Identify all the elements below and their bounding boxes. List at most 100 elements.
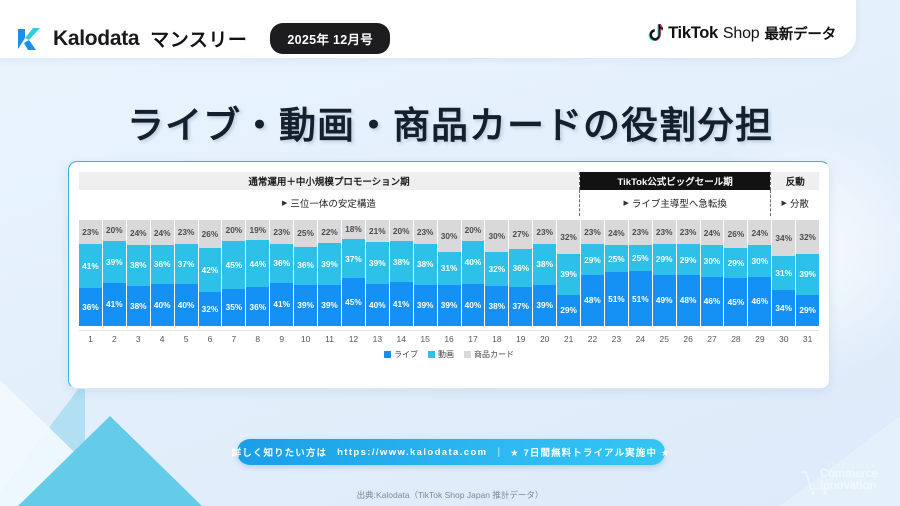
bar-column[interactable]: 25% 36% 39%	[294, 220, 318, 326]
bar-segment: 26%	[724, 220, 748, 248]
bar-column[interactable]: 20% 39% 41%	[102, 220, 126, 326]
bar-segment: 18%	[341, 220, 365, 240]
bar-column[interactable]: 30% 32% 38%	[485, 220, 509, 326]
bar-segment: 40%	[461, 241, 485, 284]
x-axis-tick-label: 4	[159, 334, 165, 344]
bar-segment: 39%	[796, 253, 820, 296]
watermark-line1: Commerce	[820, 468, 878, 480]
bar-segment: 20%	[102, 220, 126, 242]
legend-item[interactable]: ライブ	[384, 349, 418, 360]
bar-column[interactable]: 24% 38% 38%	[126, 220, 150, 326]
x-axis-tick-label: 6	[207, 334, 213, 344]
bar-segment: 38%	[389, 241, 413, 283]
bar-segment: 37%	[509, 286, 533, 326]
phase-band: 通常運用＋中小規模プロモーション期	[79, 172, 579, 190]
bar-column[interactable]: 24% 36% 40%	[150, 220, 174, 326]
bar-segment: 24%	[604, 220, 628, 246]
bar-column[interactable]: 20% 40% 40%	[461, 220, 485, 327]
tiktok-shop-label: Shop	[722, 24, 760, 42]
bar-segment: 30%	[700, 245, 724, 278]
bar-segment: 39%	[102, 241, 126, 283]
bar-column[interactable]: 21% 39% 40%	[365, 220, 389, 327]
bar-column[interactable]: 24% 30% 46%	[700, 220, 724, 326]
x-axis-tick-label: 31	[802, 334, 813, 344]
phase-subtitle-text: 三位一体の安定構造	[290, 199, 376, 210]
bar-segment: 41%	[102, 282, 126, 326]
bar-segment: 48%	[581, 275, 604, 326]
bar-segment: 48%	[676, 275, 700, 326]
caret-right-icon: ▶	[282, 200, 288, 207]
bar-column[interactable]: 32% 39% 29%	[557, 220, 581, 326]
x-axis-tick-label: 22	[587, 334, 598, 344]
bar-segment: 23%	[533, 220, 557, 245]
legend-label: 商品カード	[474, 350, 514, 359]
bar-column[interactable]: 34% 31% 34%	[772, 220, 796, 326]
bar-segment: 40%	[174, 283, 198, 326]
bar-column[interactable]: 23% 25% 51%	[628, 220, 652, 326]
phase-subtitle-row: ▶ 三位一体の安定構造 ▶ ライブ主導型へ急転換 ▶ 分散	[79, 190, 819, 216]
bar-segment: 44%	[246, 240, 270, 288]
bar-column[interactable]: 23% 38% 39%	[413, 220, 437, 326]
x-axis-tick-label: 23	[611, 334, 622, 344]
bar-column[interactable]: 23% 41% 36%	[79, 220, 102, 326]
stacked-bar-plot: 23% 41% 36% 20% 39% 41% 24% 38% 38% 24% 36% 40% 23% 3…	[79, 220, 820, 327]
bar-segment: 30%	[748, 245, 772, 278]
x-axis-tick-label: 5	[183, 334, 189, 344]
bar-column[interactable]: 23% 29% 49%	[652, 220, 676, 326]
bar-segment: 39%	[413, 284, 437, 326]
bar-segment: 42%	[198, 247, 222, 293]
watermark: コマースイノベーション Commerce Innovation	[800, 462, 896, 502]
bar-segment: 24%	[700, 220, 724, 246]
phase-subtitle: ▶ 三位一体の安定構造	[79, 196, 579, 210]
x-axis-tick-label: 19	[516, 334, 526, 344]
bar-column[interactable]: 22% 39% 39%	[318, 220, 341, 326]
bar-column[interactable]: 23% 37% 40%	[174, 220, 198, 326]
bar-column[interactable]: 26% 42% 32%	[198, 220, 222, 326]
bar-column[interactable]: 20% 38% 41%	[389, 220, 413, 327]
bar-segment: 25%	[628, 244, 652, 272]
cta-banner[interactable]: 詳しく知りたい方は https://www.kalodata.com | ★ 7…	[232, 439, 669, 465]
legend-swatch	[464, 351, 471, 358]
x-axis-tick-label: 3	[135, 334, 141, 344]
bar-segment: 40%	[365, 283, 389, 327]
bar-column[interactable]: 18% 37% 45%	[341, 220, 365, 326]
bar-segment: 23%	[174, 220, 198, 245]
page-title: ライブ・動画・商品カードの役割分担	[127, 105, 773, 146]
phase-band: 反動	[771, 172, 819, 190]
tiktok-lockup: TikTok Shop 最新データ	[646, 23, 836, 44]
cta-url-link[interactable]: https://www.kalodata.com	[337, 446, 488, 458]
bar-segment: 25%	[604, 245, 628, 272]
bar-segment: 20%	[222, 220, 246, 242]
bar-column[interactable]: 23% 36% 41%	[270, 220, 294, 326]
x-axis-tick-label: 26	[683, 334, 693, 344]
bar-column[interactable]: 26% 29% 45%	[724, 220, 748, 326]
bar-column[interactable]: 24% 25% 51%	[604, 220, 628, 326]
bar-segment: 24%	[748, 220, 772, 246]
bar-column[interactable]: 23% 29% 48%	[676, 220, 700, 326]
legend-swatch	[384, 351, 391, 358]
phase-band: TikTok公式ビッグセール期	[579, 172, 771, 190]
triangle-decoration-left-white	[0, 380, 130, 506]
bar-segment: 41%	[270, 282, 294, 326]
phase-band-row: 通常運用＋中小規模プロモーション期 TikTok公式ビッグセール期 反動	[79, 172, 819, 190]
bar-column[interactable]: 30% 31% 39%	[437, 220, 461, 326]
legend-item[interactable]: 動画	[428, 349, 454, 360]
bar-column[interactable]: 23% 29% 48%	[581, 220, 604, 326]
bar-segment: 29%	[724, 247, 748, 279]
bar-segment: 45%	[724, 278, 748, 326]
bar-segment: 20%	[461, 220, 485, 242]
bar-column[interactable]: 27% 36% 37%	[509, 220, 533, 326]
bar-column[interactable]: 20% 45% 35%	[222, 220, 246, 326]
bar-column[interactable]: 19% 44% 36%	[246, 220, 270, 326]
cta-divider: |	[497, 446, 501, 458]
bar-segment: 36%	[270, 244, 294, 283]
brand-lockup: Kalodata マンスリー 2025年 12月号	[16, 23, 391, 54]
x-axis-tick-label: 11	[325, 334, 334, 344]
legend-item[interactable]: 商品カード	[464, 349, 514, 360]
x-axis-tick-label: 10	[300, 334, 311, 344]
bar-column[interactable]: 23% 38% 39%	[533, 220, 557, 326]
bar-column[interactable]: 32% 39% 29%	[796, 220, 820, 326]
bar-column[interactable]: 24% 30% 46%	[748, 220, 772, 326]
phase-subtitle: ▶ ライブ主導型へ急転換	[580, 196, 770, 210]
bar-segment: 23%	[79, 220, 102, 245]
